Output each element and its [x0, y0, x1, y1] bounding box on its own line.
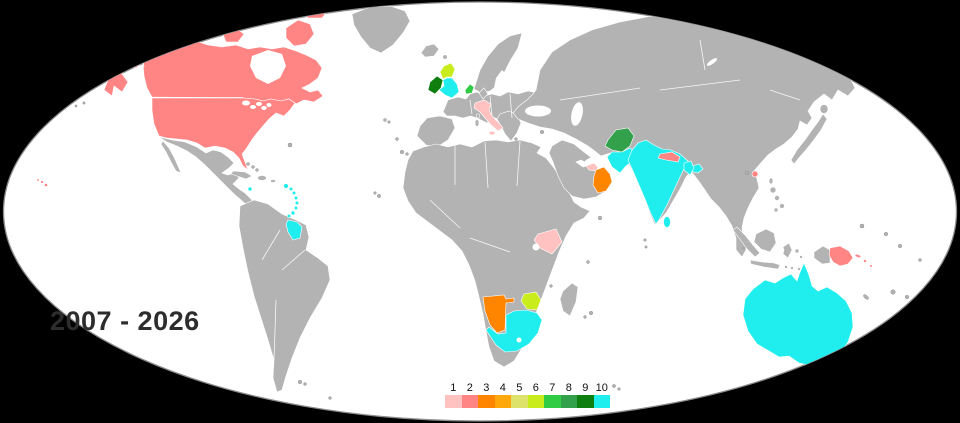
land-philippines	[774, 195, 780, 201]
land-hokkaido	[819, 104, 829, 114]
country-afghanistan[interactable]	[604, 127, 635, 153]
legend-swatch-3	[478, 395, 495, 408]
legend-swatch-4	[494, 395, 511, 408]
land-iceland	[420, 43, 440, 58]
land-baja	[160, 140, 182, 174]
legend-value-1: 1	[450, 382, 457, 394]
great-lakes	[261, 106, 267, 110]
country-oman[interactable]	[592, 166, 613, 194]
land-philippines	[773, 207, 779, 213]
country-borders	[140, 39, 801, 361]
great-lakes	[266, 103, 272, 107]
land-madagascar	[559, 282, 579, 317]
great-lakes	[242, 100, 250, 106]
land-new-guinea-west	[813, 245, 831, 265]
land-puerto-rico	[270, 179, 276, 183]
country-papua-new-guinea[interactable]	[828, 245, 873, 268]
country-guyana[interactable]	[285, 219, 303, 241]
legend-number-row: 1 2 3 4 5 6 7 8 9 10	[445, 382, 610, 394]
legend-swatch-10	[593, 395, 610, 408]
country-kenya[interactable]	[533, 228, 563, 255]
baltic-sea	[494, 70, 506, 88]
legend-value-3: 3	[483, 382, 490, 394]
land-africa	[402, 139, 591, 368]
country-scotland[interactable]	[439, 62, 456, 80]
country-nepal[interactable]	[657, 151, 681, 163]
land-moluccas	[794, 248, 800, 254]
legend-value-6: 6	[532, 382, 539, 394]
land-sulawesi	[782, 242, 793, 259]
legend-swatch-7	[544, 395, 561, 408]
country-zimbabwe[interactable]	[520, 291, 542, 311]
legend-value-7: 7	[549, 382, 556, 394]
country-england[interactable]	[438, 77, 460, 99]
legend-swatch-1	[445, 395, 462, 408]
land-taiwan	[768, 177, 774, 185]
land-borneo	[753, 228, 777, 253]
land-cuba	[230, 170, 253, 180]
great-lakes	[250, 105, 256, 109]
lake-baikal	[706, 58, 718, 66]
legend-swatch-2	[461, 395, 478, 408]
legend-value-5: 5	[516, 382, 523, 394]
land-sardinia	[474, 119, 480, 127]
land-hispaniola	[257, 175, 267, 181]
country-bangladesh[interactable]	[683, 160, 695, 176]
country-hong-kong[interactable]	[751, 170, 759, 178]
legend-swatch-9	[577, 395, 594, 408]
country-sri-lanka[interactable]	[663, 216, 671, 228]
persian-gulf	[583, 156, 597, 166]
caspian-sea	[571, 102, 583, 126]
land-scandinavia	[473, 32, 523, 94]
land-lesser-sunda	[790, 266, 794, 270]
legend-value-4: 4	[499, 382, 506, 394]
land-sumatra	[732, 226, 761, 258]
legend-value-8: 8	[565, 382, 572, 394]
land-philippines	[779, 203, 785, 209]
lesotho	[516, 337, 522, 343]
map-title-period: 2007 - 2026	[50, 306, 200, 336]
great-lakes	[256, 102, 262, 106]
legend-value-9: 9	[582, 382, 589, 394]
legend-value-10: 10	[595, 382, 608, 394]
land-mexico-central-america	[158, 136, 261, 214]
legend: 1 2 3 4 5 6 7 8 9 10	[445, 382, 610, 408]
hudson-bay	[250, 50, 286, 84]
country-west-indies[interactable]	[247, 183, 300, 219]
land-lesser-sunda	[797, 267, 801, 271]
legend-swatch-8	[560, 395, 577, 408]
gray-landmasses	[74, 5, 922, 400]
country-namibia[interactable]	[482, 294, 515, 334]
lake-victoria	[532, 243, 540, 251]
country-india[interactable]	[627, 139, 704, 225]
country-netherlands[interactable]	[464, 83, 475, 95]
legend-value-2: 2	[466, 382, 473, 394]
country-south-africa[interactable]	[485, 309, 543, 353]
land-lesser-sunda	[784, 265, 788, 269]
land-philippines	[769, 186, 777, 194]
land-corsica	[475, 113, 481, 119]
black-sea	[525, 105, 551, 117]
land-denmark	[478, 87, 489, 100]
land-iberia	[416, 115, 456, 148]
land-greenland	[351, 5, 411, 54]
lakes-and-seas	[242, 50, 718, 343]
land-south-america	[238, 199, 331, 393]
land-java	[749, 259, 781, 270]
legend-swatch-6	[527, 395, 544, 408]
legend-swatch-row	[445, 395, 610, 408]
land-japan	[790, 113, 828, 165]
land-moluccas	[799, 255, 803, 259]
country-uae[interactable]	[585, 162, 599, 172]
island-dots	[74, 55, 922, 400]
legend-swatch-5	[511, 395, 528, 408]
